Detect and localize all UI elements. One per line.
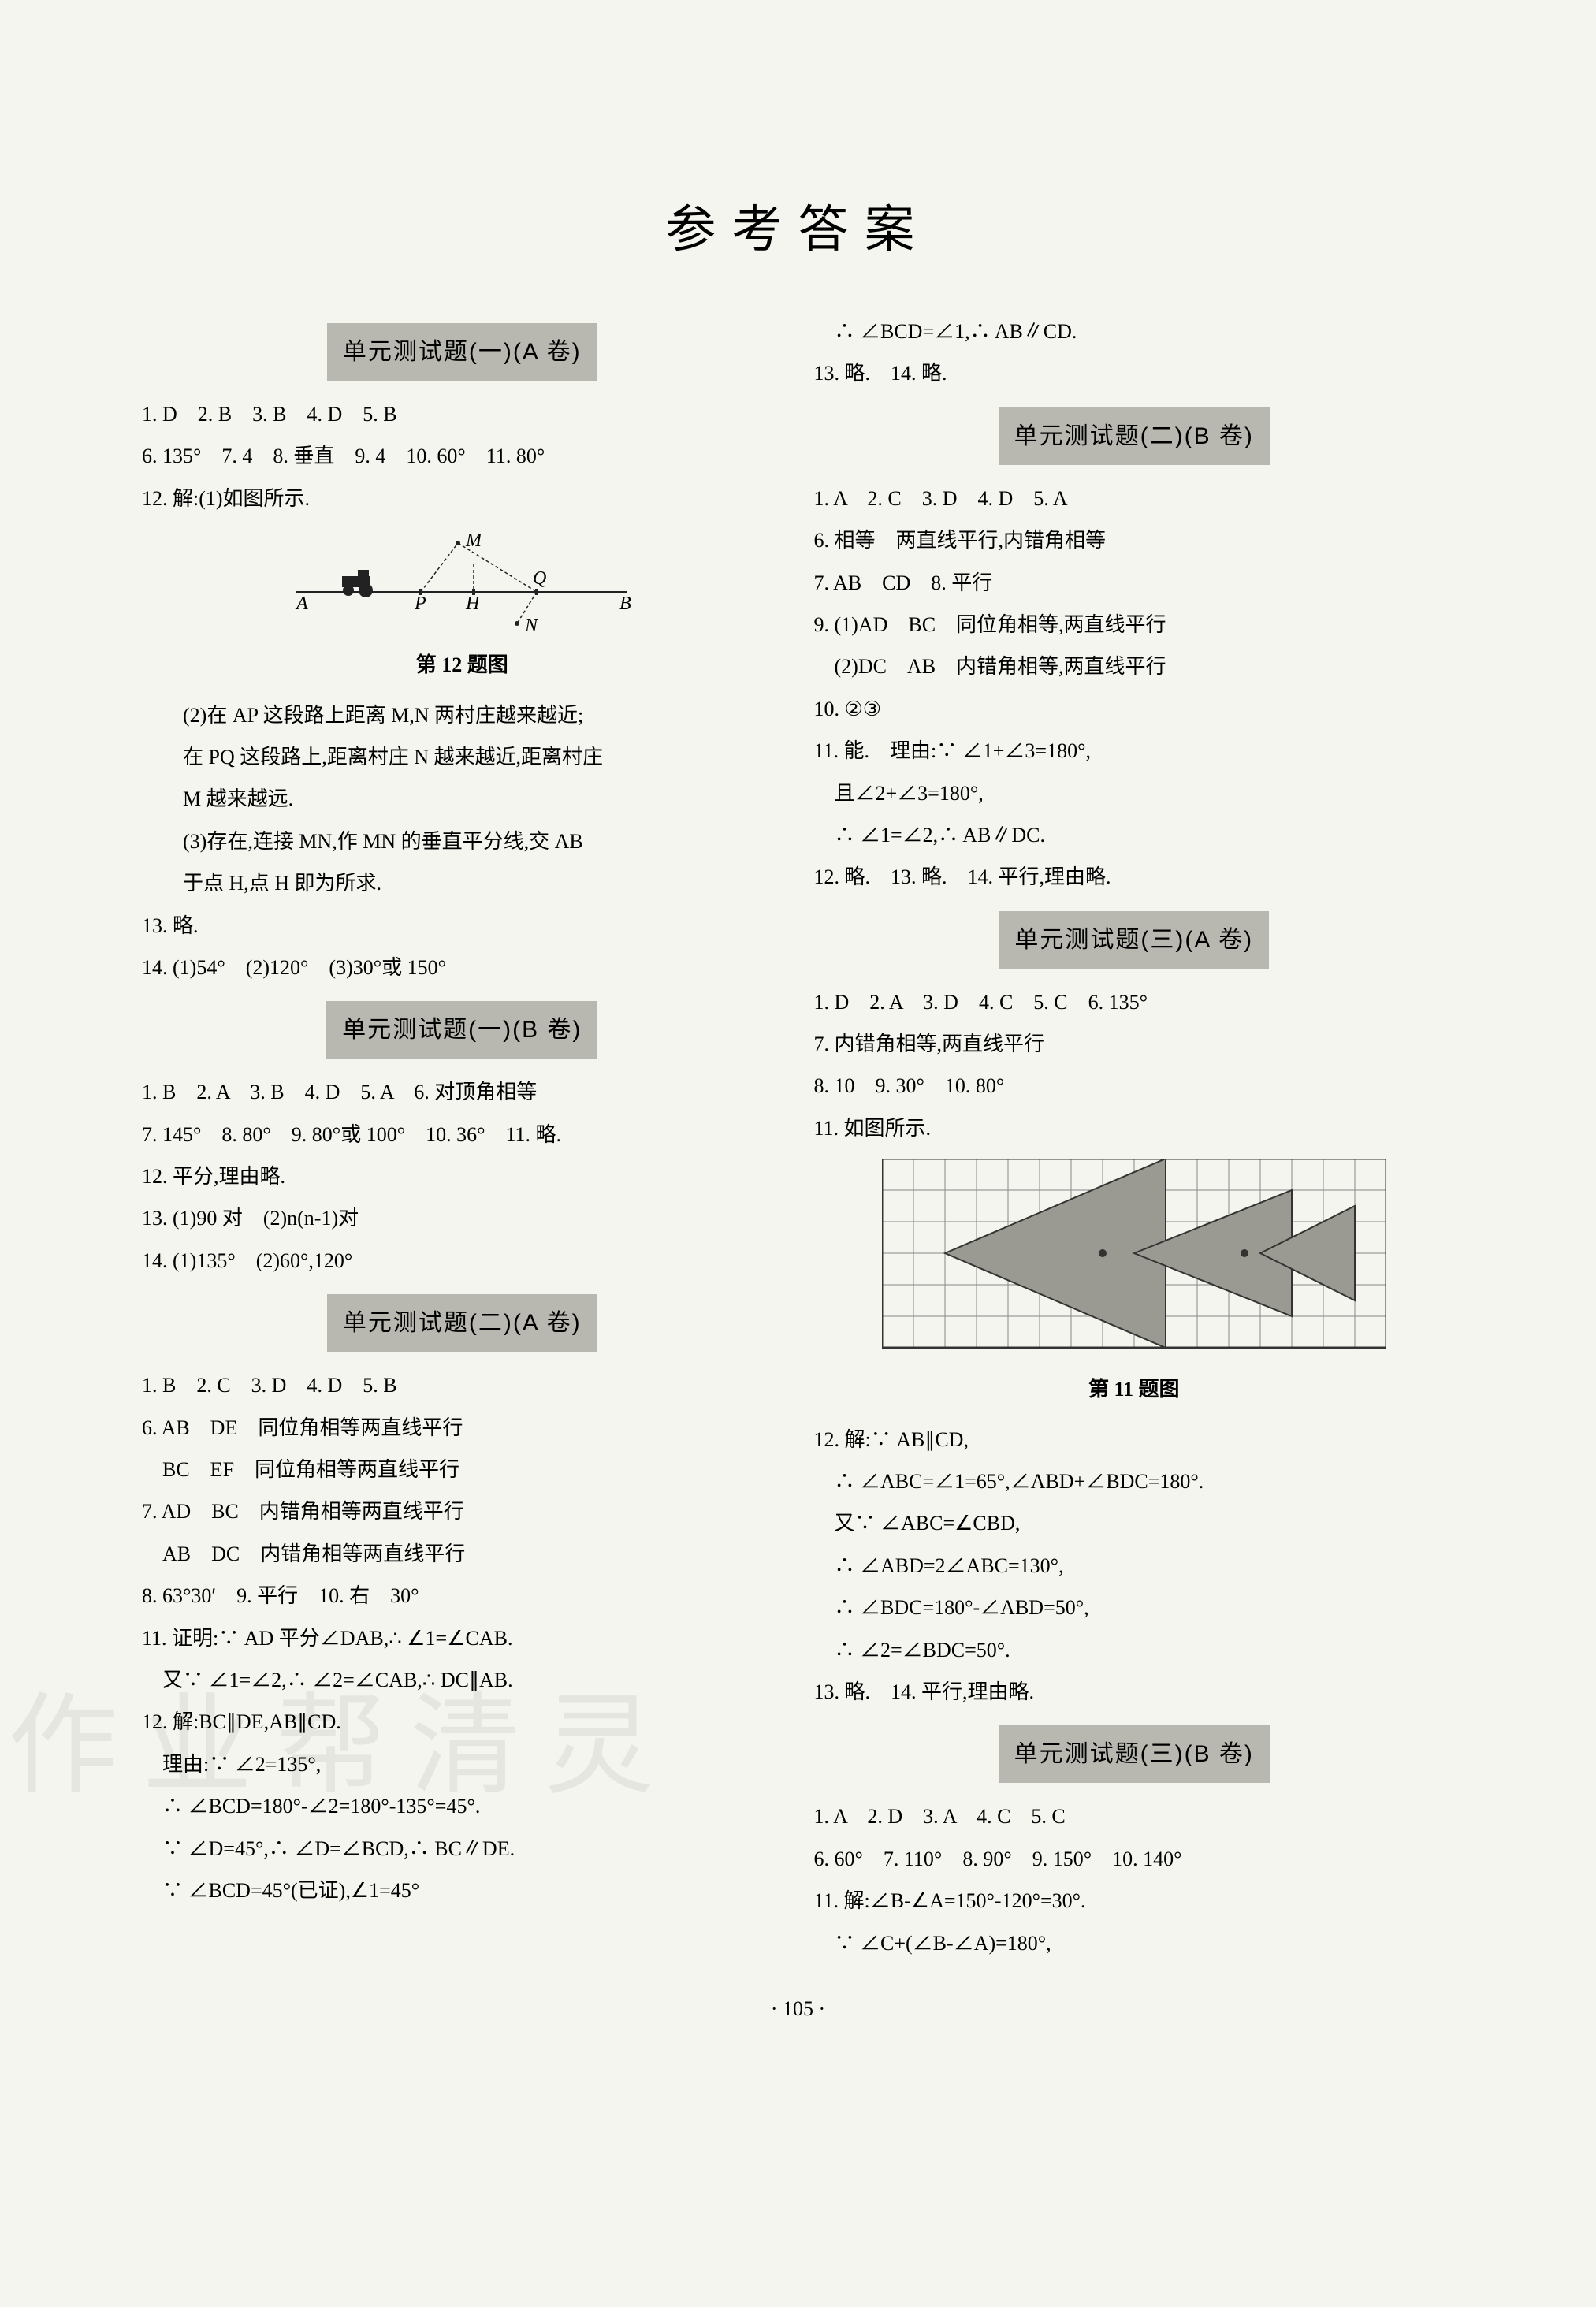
answer-line: 在 PQ 这段路上,距离村庄 N 越来越近,距离村庄 (142, 738, 783, 776)
figure-11-caption: 第 11 题图 (814, 1370, 1455, 1408)
answer-line: 8. 63°30′ 9. 平行 10. 右 30° (142, 1576, 783, 1615)
tractor-icon (342, 570, 373, 597)
point-Q: Q (533, 568, 546, 589)
answer-line: 且∠2+∠3=180°, (814, 774, 1455, 813)
answer-line: BC EF 同位角相等两直线平行 (142, 1450, 783, 1489)
answer-line: 9. (1)AD BC 同位角相等,两直线平行 (814, 605, 1455, 644)
answer-line: 1. B 2. C 3. D 4. D 5. B (142, 1366, 783, 1405)
page-title: 参考答案 (142, 189, 1454, 262)
answer-line: 7. AD BC 内错角相等两直线平行 (142, 1492, 783, 1531)
answer-line: ∴ ∠BCD=∠1,∴ AB∥CD. (814, 312, 1455, 351)
answer-line: 1. D 2. B 3. B 4. D 5. B (142, 395, 783, 433)
section-header-2a: 单元测试题(二)(A 卷) (327, 1294, 597, 1352)
point-B: B (619, 593, 631, 614)
answer-line: AB DC 内错角相等两直线平行 (142, 1535, 783, 1573)
answer-line: 11. 如图所示. (814, 1109, 1455, 1148)
answer-line: 11. 证明:∵ AD 平分∠DAB,∴ ∠1=∠CAB. (142, 1619, 783, 1658)
figure-12-caption: 第 12 题图 (142, 646, 783, 684)
answer-line: 1. A 2. D 3. A 4. C 5. C (814, 1797, 1455, 1836)
answer-line: ∵ ∠C+(∠B-∠A)=180°, (814, 1924, 1455, 1963)
answer-line: 1. A 2. C 3. D 4. D 5. A (814, 479, 1455, 518)
answer-line: 12. 平分,理由略. (142, 1157, 783, 1196)
answer-line: 12. 解:(1)如图所示. (142, 479, 783, 518)
answer-line: 13. (1)90 对 (2)n(n-1)对 (142, 1199, 783, 1237)
answer-line: ∴ ∠2=∠BDC=50°. (814, 1631, 1455, 1669)
answer-line: 10. ②③ (814, 690, 1455, 728)
figure-12: A P H Q B M N (142, 529, 783, 684)
point-A: A (295, 593, 308, 614)
answer-line: 6. 135° 7. 4 8. 垂直 9. 4 10. 60° 11. 80° (142, 437, 783, 475)
answer-line: 13. 略. 14. 平行,理由略. (814, 1673, 1455, 1711)
answer-line: 6. 60° 7. 110° 8. 90° 9. 150° 10. 140° (814, 1840, 1455, 1878)
point-M: M (465, 530, 483, 551)
answer-line: 6. AB DE 同位角相等两直线平行 (142, 1408, 783, 1447)
two-column-layout: 单元测试题(一)(A 卷) 1. D 2. B 3. B 4. D 5. B 6… (142, 309, 1454, 1966)
answer-line: 理由:∵ ∠2=135°, (142, 1745, 783, 1784)
answer-line: 7. 内错角相等,两直线平行 (814, 1025, 1455, 1063)
answer-line: (3)存在,连接 MN,作 MN 的垂直平分线,交 AB (142, 822, 783, 861)
answer-line: ∴ ∠ABD=2∠ABC=130°, (814, 1546, 1455, 1585)
answer-line: 11. 能. 理由:∵ ∠1+∠3=180°, (814, 731, 1455, 770)
answer-line: ∴ ∠BDC=180°-∠ABD=50°, (814, 1588, 1455, 1627)
triangle-grid-diagram (882, 1159, 1386, 1364)
answer-line: 11. 解:∠B-∠A=150°-120°=30°. (814, 1881, 1455, 1920)
answer-line: ∵ ∠BCD=45°(已证),∠1=45° (142, 1871, 783, 1910)
section-header-1a: 单元测试题(一)(A 卷) (327, 323, 597, 381)
answer-line: 12. 解:BC∥DE,AB∥CD. (142, 1702, 783, 1741)
answer-line: ∴ ∠BCD=180°-∠2=180°-135°=45°. (142, 1787, 783, 1825)
section-header-3a: 单元测试题(三)(A 卷) (999, 911, 1269, 969)
answer-line: 又∵ ∠1=∠2,∴ ∠2=∠CAB,∴ DC∥AB. (142, 1661, 783, 1699)
answer-line: 又∵ ∠ABC=∠CBD, (814, 1504, 1455, 1542)
page-number: · 105 · (142, 1997, 1454, 2021)
answer-line: ∵ ∠D=45°,∴ ∠D=∠BCD,∴ BC∥DE. (142, 1829, 783, 1868)
section-header-1b: 单元测试题(一)(B 卷) (326, 1001, 597, 1059)
answer-line: 13. 略. 14. 略. (814, 354, 1455, 393)
section-header-3b: 单元测试题(三)(B 卷) (999, 1725, 1270, 1783)
answer-line: 6. 相等 两直线平行,内错角相等 (814, 521, 1455, 560)
answer-line: 14. (1)54° (2)120° (3)30°或 150° (142, 948, 783, 987)
answer-line: 13. 略. (142, 906, 783, 945)
point-H: H (465, 593, 481, 614)
answer-line: M 越来越远. (142, 780, 783, 818)
answer-line: ∴ ∠1=∠2,∴ AB∥DC. (814, 816, 1455, 854)
answer-line: 7. 145° 8. 80° 9. 80°或 100° 10. 36° 11. … (142, 1115, 783, 1154)
answer-line: 1. D 2. A 3. D 4. C 5. C 6. 135° (814, 983, 1455, 1021)
point-N: N (524, 616, 539, 636)
answer-line: 14. (1)135° (2)60°,120° (142, 1241, 783, 1280)
answer-line: 7. AB CD 8. 平行 (814, 564, 1455, 602)
figure-11: 第 11 题图 (814, 1159, 1455, 1408)
answer-line: 12. 解:∵ AB∥CD, (814, 1420, 1455, 1459)
geometry-diagram-12: A P H Q B M N (281, 529, 643, 639)
answer-line: (2)在 AP 这段路上距离 M,N 两村庄越来越近; (142, 696, 783, 735)
answer-line: ∴ ∠ABC=∠1=65°,∠ABD+∠BDC=180°. (814, 1462, 1455, 1501)
point-P: P (414, 593, 426, 614)
answer-line: (2)DC AB 内错角相等,两直线平行 (814, 647, 1455, 686)
section-header-2b: 单元测试题(二)(B 卷) (999, 407, 1270, 465)
answer-line: 于点 H,点 H 即为所求. (142, 864, 783, 902)
right-column: ∴ ∠BCD=∠1,∴ AB∥CD. 13. 略. 14. 略. 单元测试题(二… (814, 309, 1455, 1966)
left-column: 单元测试题(一)(A 卷) 1. D 2. B 3. B 4. D 5. B 6… (142, 309, 783, 1966)
answer-line: 12. 略. 13. 略. 14. 平行,理由略. (814, 858, 1455, 896)
answer-line: 8. 10 9. 30° 10. 80° (814, 1066, 1455, 1105)
answer-line: 1. B 2. A 3. B 4. D 5. A 6. 对顶角相等 (142, 1073, 783, 1111)
